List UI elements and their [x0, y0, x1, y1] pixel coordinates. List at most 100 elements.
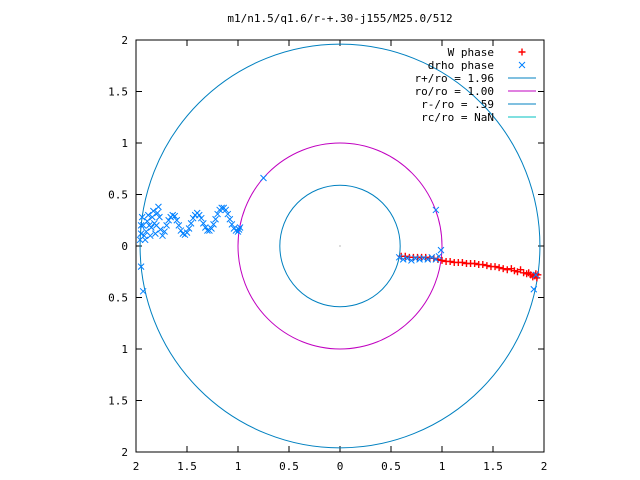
y-tick-label: 2: [121, 446, 128, 459]
drho-phase-point: [147, 224, 155, 231]
x-tick-label: 1: [235, 460, 242, 473]
w-phase-point: [471, 260, 479, 268]
x-tick-label: 0: [337, 460, 344, 473]
circle-r-ro: [139, 43, 541, 449]
drho-phase-point: [432, 206, 440, 214]
drho-phase-point: [139, 287, 147, 295]
drho-phase-point: [185, 225, 193, 232]
w-phase-point: [510, 267, 518, 275]
x-tick-label: 1.5: [177, 460, 197, 473]
drho-phase-point: [155, 203, 162, 211]
drho-phase-point: [197, 214, 205, 222]
legend-label: r-/ro = .59: [421, 98, 494, 111]
drho-phase-point: [416, 256, 423, 263]
x-tick-label: 1.5: [483, 460, 503, 473]
drho-phase-point: [137, 230, 145, 237]
drho-phase-point: [199, 219, 207, 227]
drho-phase-point: [395, 253, 403, 261]
legend-label: rc/ro = NaN: [421, 111, 494, 124]
drho-phase-point: [222, 206, 230, 214]
y-tick-label: 0: [121, 240, 128, 253]
drho-phase-point: [183, 229, 191, 236]
w-phase-point: [438, 256, 446, 264]
w-phase-point: [483, 262, 491, 270]
y-tick-label: 1.5: [108, 86, 128, 99]
drho-phase-point: [179, 230, 187, 237]
drho-phase-point: [137, 263, 145, 270]
drho-phase-point: [435, 252, 443, 260]
drho-phase-point: [236, 224, 244, 231]
y-tick-label: 1: [121, 137, 128, 150]
x-tick-label: 0.5: [279, 460, 299, 473]
drho-phase-point: [437, 246, 445, 254]
drho-phase-point: [403, 255, 411, 262]
legend-label: W phase: [448, 46, 494, 59]
w-phase-point: [446, 257, 454, 265]
legend-label: r+/ro = 1.96: [415, 72, 494, 85]
drho-phase-point: [146, 232, 154, 240]
w-phase-point: [479, 261, 487, 269]
drho-phase-point: [224, 210, 232, 218]
drho-phase-point: [137, 222, 145, 229]
w-phase-point: [458, 258, 466, 266]
drho-phase-point: [210, 221, 217, 228]
chart-title: m1/n1.5/q1.6/r-+.30-j155/M25.0/512: [227, 12, 452, 25]
drho-phase-point: [424, 256, 432, 263]
drho-phase-point: [208, 225, 215, 232]
drho-phase-point: [412, 255, 419, 262]
y-tick-label: 0.5: [108, 292, 128, 305]
drho-phase-point: [189, 214, 197, 222]
drho-phase-point: [159, 232, 166, 240]
drho-phase-point: [149, 207, 157, 215]
x-tick-label: 1: [439, 460, 446, 473]
x-tick-label: 2: [133, 460, 140, 473]
drho-phase-point: [148, 213, 156, 221]
legend-sample-plus: [518, 48, 526, 56]
w-phase-point: [517, 266, 525, 274]
drho-phase-point: [173, 216, 181, 224]
drho-phase-point: [204, 227, 211, 234]
drho-phase-point: [214, 210, 221, 218]
drho-phase-point: [161, 228, 168, 235]
y-tick-label: 2: [121, 34, 128, 47]
w-phase-point: [491, 263, 499, 271]
drho-phase-point: [157, 226, 164, 233]
drho-phase-point: [532, 271, 540, 279]
center-point: [339, 245, 341, 247]
drho-phase-point: [171, 212, 179, 220]
drho-phase-point: [140, 232, 148, 240]
drho-phase-point: [530, 285, 538, 293]
drho-phase-point: [154, 209, 161, 217]
axis-ticks: 2 1.5 1 0.5 0 0.5 1 1.5 221.510.500.511.52: [108, 34, 547, 473]
drho-phase-point: [156, 213, 163, 221]
circle-ro-ro: [237, 142, 443, 350]
drho-phase-point: [195, 211, 203, 219]
drho-phase-point: [175, 222, 183, 229]
drho-phase-point: [144, 211, 152, 219]
legend-sample-cross: [518, 61, 526, 69]
x-tick-label: 2: [541, 460, 548, 473]
y-tick-label: 0.5: [108, 189, 128, 202]
drho-phase-point: [141, 236, 149, 244]
drho-phase-point: [169, 211, 177, 219]
drho-phase-point: [165, 216, 172, 224]
drho-phase-point: [408, 257, 415, 264]
drho-phase-point: [428, 253, 436, 261]
drho-phase-point: [399, 256, 407, 263]
drho-phase-point: [212, 215, 219, 223]
drho-phase-point: [143, 217, 151, 225]
drho-phase-point: [187, 219, 195, 227]
drho-phase-point: [218, 204, 226, 212]
w-phase-point: [499, 265, 507, 273]
w-phase-point: [495, 264, 503, 272]
drho-phase-point: [202, 224, 209, 231]
circle-r-ro: [279, 184, 401, 308]
y-tick-label: 1: [121, 343, 128, 356]
legend-label: ro/ro = 1.00: [415, 85, 494, 98]
drho-phase-point: [138, 213, 146, 221]
x-tick-label: 0.5: [381, 460, 401, 473]
drho-phase-point: [420, 255, 427, 262]
y-tick-label: 1.5: [108, 395, 128, 408]
